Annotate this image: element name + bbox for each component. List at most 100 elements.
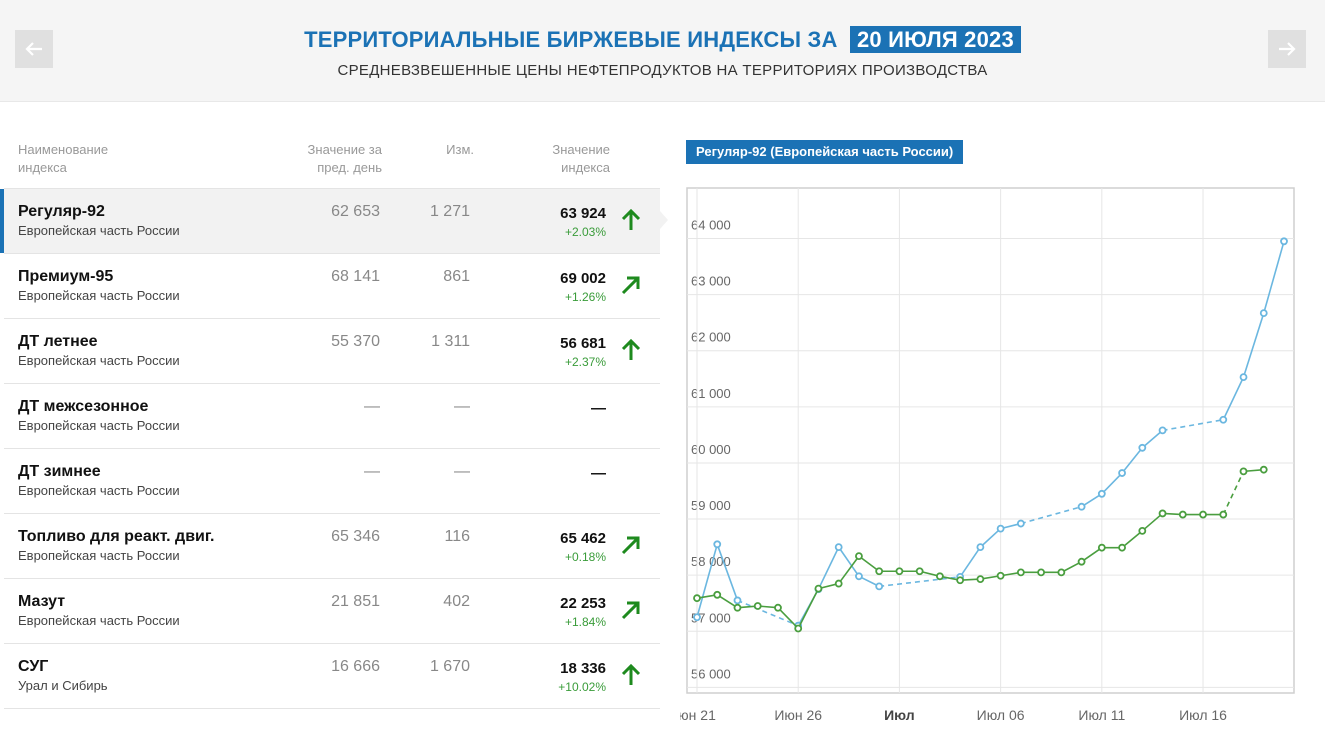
- data-point: [1158, 426, 1167, 435]
- data-point: [976, 575, 985, 583]
- data-point: [1057, 568, 1066, 577]
- table-row[interactable]: ДТ зимнее Европейская часть России — — —: [4, 449, 660, 514]
- next-date-button[interactable]: [1268, 30, 1306, 68]
- data-point: [1259, 309, 1268, 318]
- data-point: [875, 582, 884, 591]
- series-gap-segment: [1222, 471, 1245, 515]
- row-name: Регуляр-92: [18, 203, 105, 220]
- data-point: [1118, 469, 1126, 477]
- x-tick-label: Июн 26: [774, 707, 822, 723]
- row-name: Топливо для реакт. двиг.: [18, 528, 215, 545]
- series-segment: [1222, 376, 1245, 421]
- data-point: [834, 543, 843, 552]
- data-point: [1219, 510, 1228, 519]
- prev-date-button[interactable]: [15, 30, 53, 68]
- row-value: 63 924: [560, 205, 606, 222]
- header: ТЕРРИТОРИАЛЬНЫЕ БИРЖЕВЫЕ ИНДЕКСЫ ЗА 20 И…: [0, 0, 1325, 102]
- series-segment: [716, 594, 738, 609]
- row-change: —: [454, 463, 470, 480]
- table-row[interactable]: Топливо для реакт. двиг. Европейская част…: [4, 514, 660, 579]
- row-value: 69 002: [560, 270, 606, 287]
- x-tick-label: юн 21: [680, 707, 716, 723]
- data-point: [834, 579, 843, 588]
- row-region: Европейская часть России: [18, 353, 180, 368]
- data-point: [1138, 443, 1147, 452]
- row-change: 861: [443, 268, 470, 285]
- y-tick-label: 63 000: [691, 274, 731, 289]
- arrow-right-icon: [1279, 42, 1296, 56]
- row-region: Европейская часть России: [18, 418, 180, 433]
- data-point: [733, 596, 742, 605]
- table-row[interactable]: Регуляр-92 Европейская часть России 62 653…: [0, 189, 668, 254]
- header-value-line2: индекса: [561, 160, 610, 175]
- row-percent: +1.26%: [564, 290, 606, 304]
- data-point: [875, 567, 884, 576]
- data-point: [1158, 509, 1167, 518]
- plot-frame: [686, 187, 1295, 694]
- series-segment: [1141, 512, 1164, 532]
- data-point: [1178, 510, 1187, 519]
- data-point: [956, 576, 965, 585]
- data-point: [753, 602, 762, 610]
- row-prev-value: —: [364, 398, 380, 415]
- table-row[interactable]: Мазут Европейская часть России 21 851 402 22…: [4, 579, 660, 644]
- data-point: [1199, 510, 1207, 519]
- series-segment: [696, 544, 719, 618]
- header-value: Значение индекса: [504, 141, 610, 177]
- series-segment: [777, 607, 799, 630]
- table-row[interactable]: Премиум-95 Европейская часть России 68 141…: [4, 254, 660, 319]
- page-subtitle: СРЕДНЕВЗВЕШЕННЫЕ ЦЕНЫ НЕФТЕПРОДУКТОВ НА …: [337, 62, 988, 79]
- date-badge: 20 ИЮЛЯ 2023: [849, 26, 1021, 53]
- row-prev-value: —: [364, 463, 380, 480]
- data-point: [693, 594, 701, 603]
- series-segment: [1121, 530, 1143, 549]
- series-segment: [1262, 241, 1285, 314]
- arrow-up-right-icon: [621, 276, 640, 295]
- data-point: [794, 624, 803, 633]
- row-percent: +2.03%: [564, 225, 606, 239]
- index-table: Наименование индекса Значение за пред. д…: [0, 127, 668, 709]
- data-point: [976, 543, 985, 552]
- row-value: —: [591, 465, 606, 482]
- table-row[interactable]: ДТ летнее Европейская часть России 55 370 1…: [4, 319, 660, 384]
- header-prev-line2: пред. день: [317, 160, 382, 175]
- y-tick-label: 57 000: [691, 610, 731, 625]
- row-name: Премиум-95: [18, 268, 114, 285]
- arrow-up-icon: [621, 208, 641, 230]
- chart-label: Регуляр-92 (Европейская часть России): [686, 140, 964, 164]
- series-gap-segment: [1162, 418, 1224, 432]
- series-segment: [979, 528, 1002, 548]
- table-row[interactable]: ДТ межсезонное Европейская часть России — —…: [4, 384, 660, 449]
- row-region: Европейская часть России: [18, 483, 180, 498]
- series-segment: [838, 555, 860, 585]
- data-point: [814, 584, 823, 593]
- row-region: Европейская часть России: [18, 223, 180, 238]
- data-point: [996, 571, 1005, 580]
- series-segment: [858, 555, 880, 572]
- data-point: [935, 572, 944, 581]
- header-name: Наименование индекса: [18, 141, 108, 177]
- y-tick-label: 64 000: [691, 218, 731, 233]
- data-point: [1016, 519, 1025, 528]
- x-tick-label: Июл 06: [977, 707, 1025, 723]
- title-text: ТЕРРИТОРИАЛЬНЫЕ БИРЖЕВЫЕ ИНДЕКСЫ ЗА: [304, 27, 838, 52]
- data-point: [1239, 467, 1248, 476]
- row-percent: +1.84%: [564, 615, 606, 629]
- row-region: Урал и Сибирь: [18, 678, 108, 693]
- header-name-line2: индекса: [18, 160, 67, 175]
- table-row[interactable]: СУГ Урал и Сибирь 16 666 1 670 18 336 +10.02%: [4, 644, 660, 709]
- row-prev-value: 55 370: [331, 333, 380, 350]
- y-tick-label: 56 000: [691, 666, 731, 681]
- table-header: Наименование индекса Значение за пред. д…: [4, 127, 660, 189]
- series-segment: [817, 546, 840, 590]
- row-change: 1 670: [429, 658, 470, 675]
- data-point: [1077, 502, 1086, 511]
- data-point: [774, 603, 782, 612]
- x-tick-label: Июл 16: [1179, 707, 1227, 723]
- data-point: [855, 572, 863, 581]
- row-value: 56 681: [560, 335, 606, 352]
- row-percent: +2.37%: [564, 355, 606, 369]
- row-value: 18 336: [560, 660, 606, 677]
- data-point: [713, 540, 722, 549]
- data-point: [1097, 543, 1106, 552]
